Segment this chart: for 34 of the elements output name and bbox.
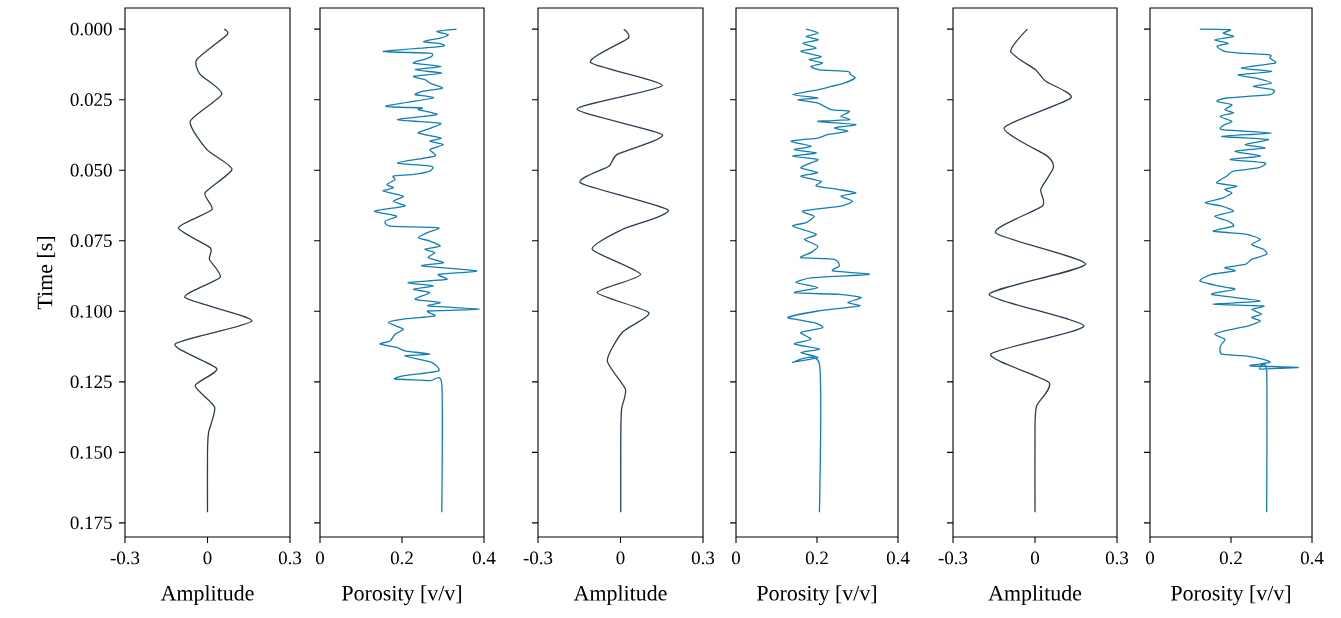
x-axis-title: Porosity [v/v]: [757, 585, 876, 606]
x-tick-label: 0.3: [691, 551, 715, 565]
y-tick-label: 0.050: [70, 163, 112, 177]
x-tick-label: 0: [1031, 551, 1040, 565]
x-axis-title: Amplitude: [573, 585, 667, 606]
x-axis-title: Porosity [v/v]: [342, 585, 461, 606]
y-tick-label: 0.175: [70, 516, 112, 530]
x-tick-label: 0: [315, 551, 325, 565]
x-tick-label: 0: [732, 551, 741, 565]
x-tick-label: 0.4: [886, 551, 910, 565]
y-tick-label: 0.000: [70, 22, 112, 36]
x-tick-label: 0.2: [1219, 551, 1242, 565]
x-tick-label: 0: [203, 551, 212, 565]
x-axis-title: Amplitude: [988, 585, 1082, 606]
line-series: [174, 28, 253, 513]
x-tick-label: 0.2: [805, 551, 828, 565]
x-tick-label: 0.3: [278, 551, 302, 565]
x-tick-label: 0.4: [472, 551, 496, 565]
x-tick-label: 0: [616, 551, 625, 565]
y-tick-label: 0.025: [70, 93, 112, 107]
x-tick-label: 0: [1146, 551, 1155, 565]
x-tick-label: -0.3: [523, 551, 553, 565]
x-tick-label: 0.3: [1105, 551, 1129, 565]
x-tick-label: 0.2: [390, 551, 413, 565]
y-tick-label: 0.150: [70, 445, 112, 459]
x-tick-label: 0.4: [1300, 551, 1324, 565]
y-axis-title: Time [s]: [36, 237, 56, 310]
y-tick-label: 0.125: [70, 375, 112, 389]
x-tick-label: -0.3: [110, 551, 140, 565]
x-tick-label: -0.3: [938, 551, 968, 565]
x-axis-title: Porosity [v/v]: [1171, 585, 1290, 606]
x-axis-title: Amplitude: [160, 585, 254, 606]
y-tick-label: 0.075: [70, 234, 112, 248]
y-tick-label: 0.100: [70, 304, 112, 318]
